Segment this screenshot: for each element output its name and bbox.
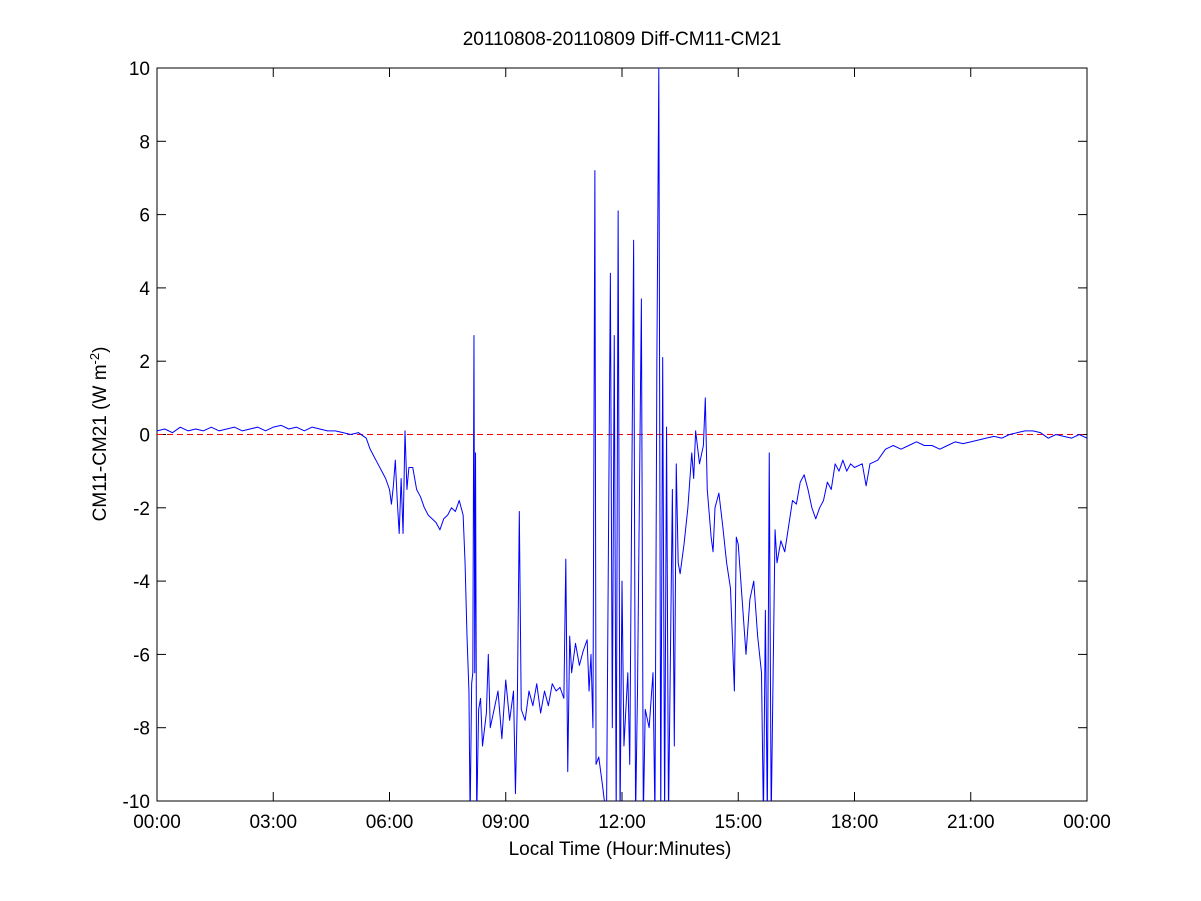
chart-title: 20110808-20110809 Diff-CM11-CM21 bbox=[463, 29, 782, 50]
x-tick-label: 09:00 bbox=[482, 812, 530, 833]
y-tick-label: -6 bbox=[133, 645, 150, 666]
y-tick-label: -8 bbox=[133, 719, 150, 740]
y-tick-label: 0 bbox=[139, 426, 150, 447]
x-tick-label: 00:00 bbox=[1063, 812, 1111, 833]
y-tick-label: -2 bbox=[133, 499, 150, 520]
y-tick-label: 10 bbox=[129, 59, 150, 80]
x-tick-label: 06:00 bbox=[366, 812, 414, 833]
y-axis-label-text: CM11-CM21 (W m bbox=[90, 364, 111, 521]
x-tick-label: 12:00 bbox=[598, 812, 646, 833]
x-tick-label: 18:00 bbox=[831, 812, 879, 833]
y-tick-label: -10 bbox=[123, 792, 150, 813]
y-tick-label: 2 bbox=[139, 352, 150, 373]
y-axis-label-suffix: ) bbox=[90, 347, 111, 353]
y-tick-label: -4 bbox=[133, 572, 150, 593]
y-tick-label: 4 bbox=[139, 279, 150, 300]
y-tick-label: 6 bbox=[139, 206, 150, 227]
y-tick-label: 8 bbox=[139, 132, 150, 153]
plot-layer: 00:00 03:00 06:00 09:00 12:00 15:00 18:00 21:00… bbox=[123, 59, 1111, 833]
x-tick-label: 21:00 bbox=[947, 812, 995, 833]
x-tick-label: 00:00 bbox=[133, 812, 181, 833]
data-line bbox=[157, 68, 1087, 801]
plot-clip-group bbox=[157, 68, 1087, 801]
x-tick-label: 03:00 bbox=[249, 812, 297, 833]
y-axis-label: CM11-CM21 (W m-2) bbox=[87, 347, 112, 522]
y-axis-label-superscript: -2 bbox=[87, 353, 102, 365]
x-axis-label: Local Time (Hour:Minutes) bbox=[509, 839, 732, 860]
x-tick-label: 15:00 bbox=[714, 812, 762, 833]
